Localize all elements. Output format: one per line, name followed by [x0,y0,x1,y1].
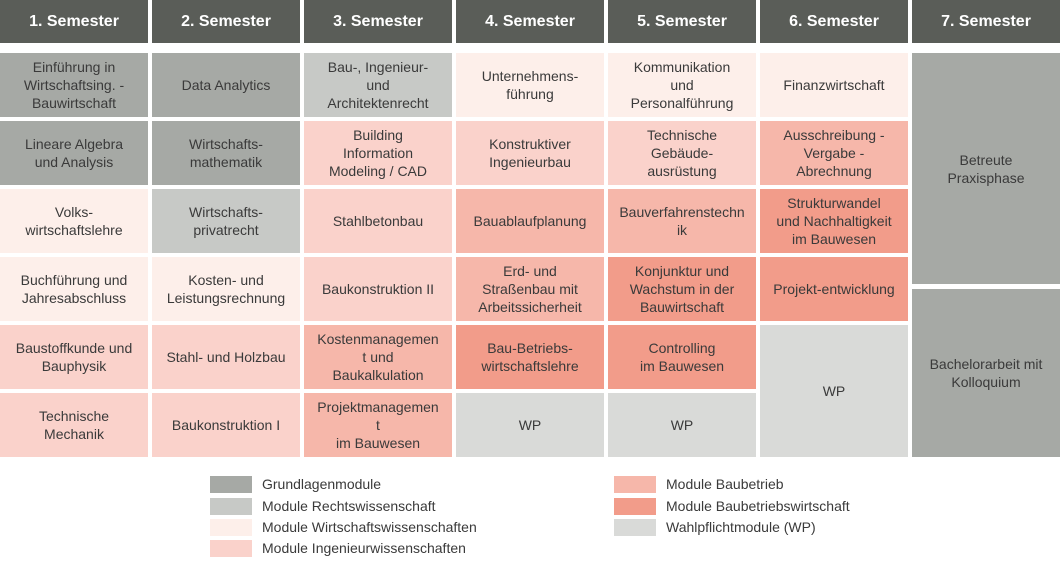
module-controlling-im-bauwesen: Controlling im Bauwesen [608,325,756,389]
legend-swatch [210,475,252,493]
legend-label: Module Baubetriebswirtschaft [666,498,850,514]
module-baukonstruktion-ii: Baukonstruktion II [304,257,452,321]
module-bau-betriebs-wirtschaftslehre: Bau-Betriebs- wirtschaftslehre [456,325,604,389]
legend-item-recht: Module Rechtswissenschaft [210,497,436,515]
legend-item-ingenieur: Module Ingenieurwissenschaften [210,539,466,557]
semester-header-6: 6. Semester [760,0,908,43]
semester-header-5: 5. Semester [608,0,756,43]
module-wp: WP [456,393,604,457]
legend-label: Module Wirtschaftswissenschaften [262,519,477,535]
module-strukturwandel-und-nachhaltigkeit-im-bauwesen: Strukturwandel und Nachhaltigkeit im Bau… [760,189,908,253]
module-stahlbetonbau: Stahlbetonbau [304,189,452,253]
module-data-analytics: Data Analytics [152,53,300,117]
module-kostenmanagemen-t-und-baukalkulation: Kostenmanagemen t und Baukalkulation [304,325,452,389]
module-technische-mechanik: Technische Mechanik [0,393,148,457]
legend-label: Wahlpflichtmodule (WP) [666,519,816,535]
module-lineare-algebra-und-analysis: Lineare Algebra und Analysis [0,121,148,185]
module-bachelorarbeit-mit-kolloquium: Bachelorarbeit mit Kolloquium [912,289,1060,457]
legend-swatch [210,518,252,536]
legend-label: Grundlagenmodule [262,476,382,492]
module-building-information-modeling-cad: Building Information Modeling / CAD [304,121,452,185]
legend-item-wp: Wahlpflichtmodule (WP) [614,518,816,536]
legend-swatch [614,475,656,493]
module-einfuehrung-in-wirtschaftsing-bauwirtschaft: Einführung in Wirtschaftsing. - Bauwirts… [0,53,148,117]
module-kosten-und-leistungsrechnung: Kosten- und Leistungsrechnung [152,257,300,321]
module-bauablaufplanung: Bauablaufplanung [456,189,604,253]
module-konstruktiver-ingenieurbau: Konstruktiver Ingenieurbau [456,121,604,185]
semester-header-7: 7. Semester [912,0,1060,43]
module-stahl-und-holzbau: Stahl- und Holzbau [152,325,300,389]
legend-item-wirtschaft: Module Wirtschaftswissenschaften [210,518,477,536]
semester-header-1: 1. Semester [0,0,148,43]
semester-header-4: 4. Semester [456,0,604,43]
module-wp: WP [608,393,756,457]
module-konjunktur-und-wachstum-in-der-bauwirtschaft: Konjunktur und Wachstum in der Bauwirtsc… [608,257,756,321]
module-erd-und-strassenbau-mit-arbeitssicherheit: Erd- und Straßenbau mit Arbeitssicherhei… [456,257,604,321]
module-finanzwirtschaft: Finanzwirtschaft [760,53,908,117]
module-wirtschafts-privatrecht: Wirtschafts- privatrecht [152,189,300,253]
module-volks-wirtschaftslehre: Volks- wirtschaftslehre [0,189,148,253]
module-betreute-praxisphase: Betreute Praxisphase [912,53,1060,284]
module-buchfuehrung-und-jahresabschluss: Buchführung und Jahresabschluss [0,257,148,321]
legend-item-baubetrieb: Module Baubetrieb [614,475,784,493]
module-baustoffkunde-und-bauphysik: Baustoffkunde und Bauphysik [0,325,148,389]
module-projektmanagemen-t-im-bauwesen: Projektmanagemen t im Bauwesen [304,393,452,457]
legend-label: Module Rechtswissenschaft [262,498,436,514]
module-technische-gebaeude-ausruestung: Technische Gebäude- ausrüstung [608,121,756,185]
module-bauverfahrenstechn-ik: Bauverfahrenstechn ik [608,189,756,253]
module-ausschreibung-vergabe-abrechnung: Ausschreibung - Vergabe - Abrechnung [760,121,908,185]
legend-swatch [614,497,656,515]
legend-label: Module Ingenieurwissenschaften [262,540,466,556]
module-wp: WP [760,325,908,457]
legend-swatch [210,539,252,557]
legend-item-baubetriebswirtschaft: Module Baubetriebswirtschaft [614,497,850,515]
module-projekt-entwicklung: Projekt-entwicklung [760,257,908,321]
module-kommunikation-und-personalfuehrung: Kommunikation und Personalführung [608,53,756,117]
module-bau-ingenieur-und-architektenrecht: Bau-, Ingenieur- und Architektenrecht [304,53,452,117]
semester-header-2: 2. Semester [152,0,300,43]
module-baukonstruktion-i: Baukonstruktion I [152,393,300,457]
legend-swatch [210,497,252,515]
module-wirtschafts-mathematik: Wirtschafts- mathematik [152,121,300,185]
module-unternehmens-fuehrung: Unternehmens- führung [456,53,604,117]
semester-header-3: 3. Semester [304,0,452,43]
legend-item-grundlagen: Grundlagenmodule [210,475,381,493]
legend-swatch [614,518,656,536]
legend-label: Module Baubetrieb [666,476,784,492]
